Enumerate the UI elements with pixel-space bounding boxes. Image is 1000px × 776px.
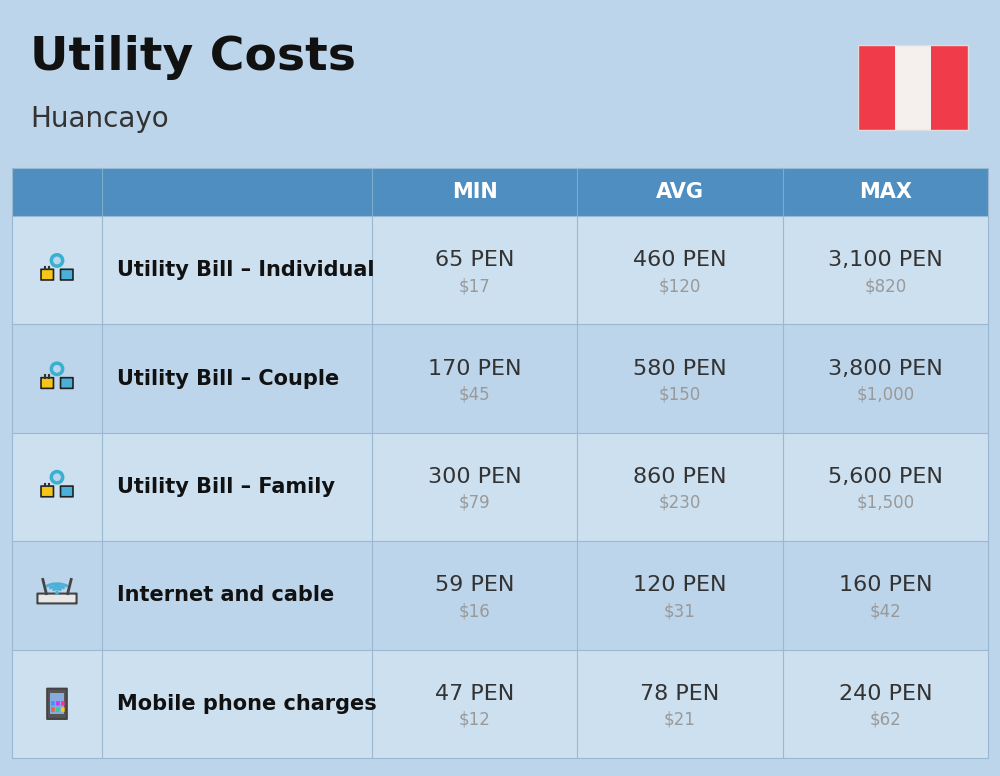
- FancyBboxPatch shape: [895, 45, 931, 130]
- Text: $12: $12: [459, 711, 491, 729]
- FancyBboxPatch shape: [61, 486, 73, 497]
- Text: $42: $42: [869, 602, 901, 620]
- Text: 300 PEN: 300 PEN: [428, 467, 521, 487]
- FancyBboxPatch shape: [12, 168, 988, 216]
- Text: $120: $120: [659, 277, 701, 295]
- Text: $79: $79: [459, 494, 490, 512]
- Text: $45: $45: [459, 386, 490, 404]
- Text: 59 PEN: 59 PEN: [435, 575, 514, 595]
- Text: 5,600 PEN: 5,600 PEN: [828, 467, 943, 487]
- Circle shape: [54, 474, 60, 480]
- FancyBboxPatch shape: [61, 708, 65, 712]
- FancyBboxPatch shape: [51, 702, 55, 705]
- FancyBboxPatch shape: [12, 433, 988, 541]
- Text: Utility Bill – Couple: Utility Bill – Couple: [117, 369, 339, 389]
- Text: Huancayo: Huancayo: [30, 105, 169, 133]
- Text: Mobile phone charges: Mobile phone charges: [117, 694, 377, 714]
- Text: $1,500: $1,500: [856, 494, 914, 512]
- Circle shape: [54, 365, 60, 372]
- FancyBboxPatch shape: [41, 486, 53, 497]
- FancyBboxPatch shape: [12, 541, 988, 650]
- Text: $62: $62: [869, 711, 901, 729]
- FancyBboxPatch shape: [47, 688, 67, 719]
- Text: 78 PEN: 78 PEN: [640, 684, 720, 704]
- FancyBboxPatch shape: [50, 693, 64, 715]
- FancyBboxPatch shape: [41, 269, 53, 280]
- Text: 860 PEN: 860 PEN: [633, 467, 727, 487]
- FancyBboxPatch shape: [931, 45, 968, 130]
- Text: $16: $16: [459, 602, 491, 620]
- Text: AVG: AVG: [656, 182, 704, 202]
- Circle shape: [50, 470, 64, 484]
- FancyBboxPatch shape: [12, 650, 988, 758]
- Text: Internet and cable: Internet and cable: [117, 585, 334, 605]
- Text: Utility Bill – Individual: Utility Bill – Individual: [117, 260, 374, 280]
- FancyBboxPatch shape: [41, 378, 53, 388]
- Circle shape: [50, 362, 64, 376]
- FancyBboxPatch shape: [858, 45, 895, 130]
- Text: 240 PEN: 240 PEN: [839, 684, 932, 704]
- Text: 160 PEN: 160 PEN: [839, 575, 932, 595]
- Text: 3,100 PEN: 3,100 PEN: [828, 250, 943, 270]
- FancyBboxPatch shape: [56, 708, 60, 712]
- FancyBboxPatch shape: [56, 702, 60, 705]
- Text: $1,000: $1,000: [856, 386, 914, 404]
- Text: $31: $31: [664, 602, 696, 620]
- Text: MIN: MIN: [452, 182, 498, 202]
- Text: $21: $21: [664, 711, 696, 729]
- Text: 580 PEN: 580 PEN: [633, 359, 727, 379]
- Text: 120 PEN: 120 PEN: [633, 575, 727, 595]
- FancyBboxPatch shape: [61, 702, 65, 705]
- FancyBboxPatch shape: [61, 378, 73, 388]
- FancyBboxPatch shape: [12, 216, 988, 324]
- Text: $150: $150: [659, 386, 701, 404]
- Text: Utility Bill – Family: Utility Bill – Family: [117, 477, 335, 497]
- FancyBboxPatch shape: [12, 324, 988, 433]
- Text: 47 PEN: 47 PEN: [435, 684, 514, 704]
- Text: $17: $17: [459, 277, 491, 295]
- Text: 460 PEN: 460 PEN: [633, 250, 727, 270]
- Text: $820: $820: [864, 277, 906, 295]
- Text: $230: $230: [659, 494, 701, 512]
- FancyBboxPatch shape: [37, 594, 77, 604]
- FancyBboxPatch shape: [51, 708, 55, 712]
- Text: 65 PEN: 65 PEN: [435, 250, 514, 270]
- Text: 170 PEN: 170 PEN: [428, 359, 521, 379]
- FancyBboxPatch shape: [61, 269, 73, 280]
- Text: MAX: MAX: [859, 182, 912, 202]
- Circle shape: [56, 591, 58, 594]
- Text: 3,800 PEN: 3,800 PEN: [828, 359, 943, 379]
- Circle shape: [54, 258, 60, 264]
- Text: Utility Costs: Utility Costs: [30, 35, 356, 80]
- Circle shape: [50, 254, 64, 267]
